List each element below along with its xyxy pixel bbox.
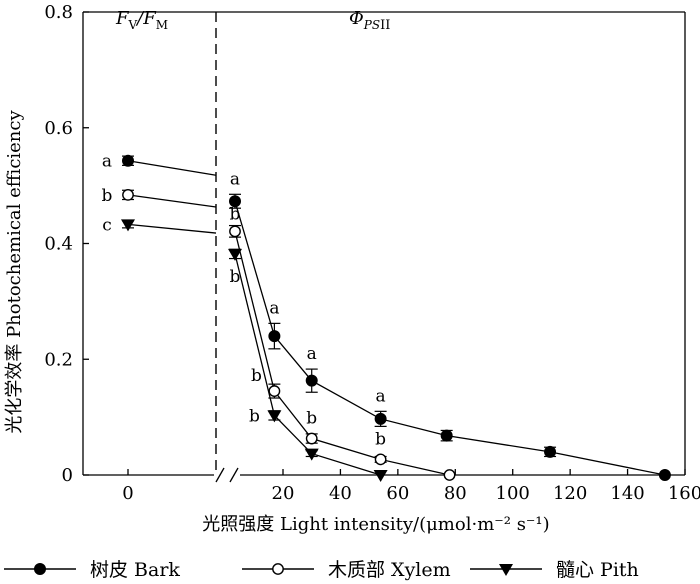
significance-label: c	[102, 215, 112, 235]
panel-label-phipsii: ΦPSII	[349, 8, 390, 33]
fvfm-group-pith: c	[102, 215, 217, 235]
x-tick-label: 60	[386, 483, 409, 504]
x-tick-label: 40	[329, 483, 352, 504]
x-tick-label: 20	[272, 483, 295, 504]
panel-label-fvfm: FV/FM	[115, 8, 168, 32]
y-tick-label: 0.4	[44, 234, 73, 255]
legend-item-xylem: 木质部 Xylem	[242, 559, 451, 581]
fvfm-point-xylem	[122, 188, 134, 201]
data-point-xylem	[268, 385, 281, 397]
significance-label: a	[376, 386, 386, 406]
data-point-bark	[544, 445, 557, 458]
x-tick-label: 0	[122, 483, 133, 504]
data-point-xylem	[229, 225, 241, 238]
x-axis-title: 光照强度 Light intensity/(μmol·m⁻² s⁻¹)	[202, 514, 549, 535]
axis-break-mark	[229, 467, 239, 483]
significance-label: b	[306, 409, 317, 429]
significance-label: b	[230, 267, 241, 287]
legend-item-pith: 髓心 Pith	[470, 559, 639, 581]
axes: 0 0.2 0.4 0.6 0.8 0 20 40 60 80 100 120 140 160	[44, 2, 700, 504]
axis-break-mark	[215, 467, 225, 483]
data-point-bark	[305, 374, 318, 387]
data-point-xylem	[374, 453, 387, 466]
legend-label: 木质部 Xylem	[328, 559, 451, 581]
series-pith: bb	[228, 248, 388, 482]
fvfm-connector-line	[127, 194, 217, 208]
fvfm-point-bark	[122, 154, 134, 167]
fvfm-group-xylem: b	[102, 186, 217, 208]
x-tick-label: 100	[496, 483, 530, 504]
data-point-bark	[658, 469, 671, 481]
data-point-bark	[440, 429, 453, 442]
significance-label: b	[102, 186, 113, 206]
legend-item-bark: 树皮 Bark	[4, 559, 180, 581]
significance-label: b	[230, 204, 241, 224]
data-point-bark	[229, 195, 241, 208]
fvfm-group-bark: a	[102, 152, 217, 176]
series-line-xylem	[234, 231, 450, 476]
y-axis-title: 光化学效率 Photochemical efficiency	[4, 110, 25, 434]
data-point-pith	[228, 248, 242, 261]
x-tick-label: 120	[553, 483, 587, 504]
significance-label: a	[230, 169, 240, 189]
y-tick-label: 0.2	[44, 349, 73, 370]
fvfm-point-pith	[121, 219, 135, 232]
legend: 树皮 Bark 木质部 Xylem 髓心 Pith	[4, 559, 639, 581]
data-point-xylem	[305, 432, 318, 445]
labels: 光化学效率 Photochemical efficiency 光照强度 Ligh…	[4, 8, 550, 535]
significance-label: b	[251, 366, 262, 386]
data-point-xylem	[443, 469, 456, 481]
data-point-bark	[374, 412, 387, 425]
fvfm-connector-line	[127, 160, 217, 176]
x-tick-label: 80	[444, 483, 467, 504]
y-tick-label: 0.8	[44, 2, 73, 23]
fvfm-connector-line	[127, 223, 217, 234]
significance-label: b	[375, 429, 386, 449]
y-tick-label: 0	[62, 465, 73, 486]
series-line-pith	[234, 253, 381, 476]
legend-label: 髓心 Pith	[556, 559, 639, 581]
legend-marker-bark	[34, 563, 46, 575]
significance-label: a	[269, 298, 279, 318]
data-point-pith	[304, 448, 319, 461]
y-tick-label: 0.6	[44, 118, 73, 139]
significance-label: a	[307, 344, 317, 364]
significance-label: a	[102, 152, 112, 172]
x-tick-label: 140	[610, 483, 644, 504]
data-point-pith	[267, 410, 282, 423]
data-point-pith	[373, 470, 388, 482]
significance-label: b	[249, 406, 260, 426]
legend-marker-xylem	[272, 563, 284, 575]
data-point-bark	[268, 330, 281, 343]
legend-label: 树皮 Bark	[90, 559, 180, 581]
legend-marker-pith	[499, 564, 513, 576]
x-tick-label: 160	[668, 483, 700, 504]
series-bark: a a a a	[229, 169, 671, 481]
